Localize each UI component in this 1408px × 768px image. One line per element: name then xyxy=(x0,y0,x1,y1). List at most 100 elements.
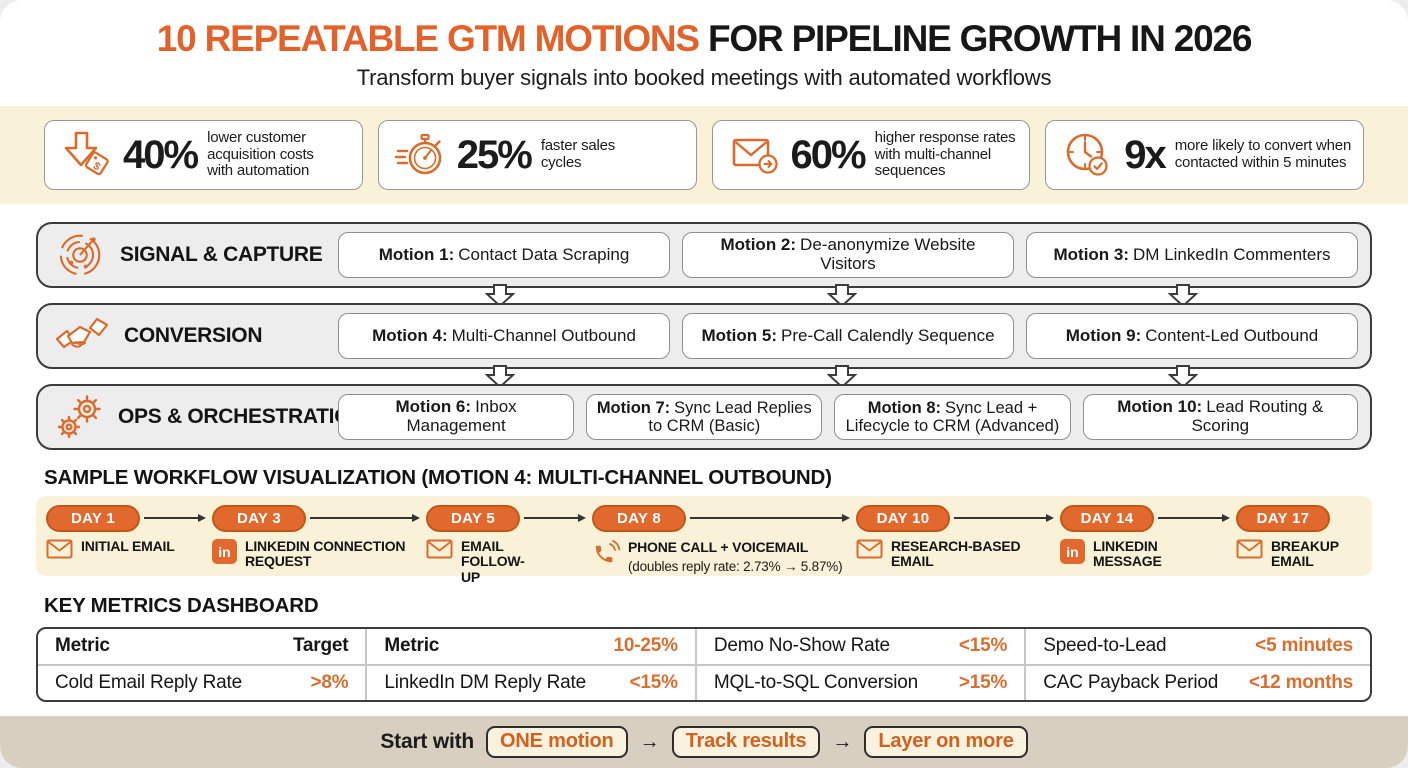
down-arrow-icon xyxy=(485,365,515,388)
metrics-column-1: Metric Target Cold Email Reply Rate >8% xyxy=(38,629,368,700)
stat-label: lower customer acquisition costs with au… xyxy=(207,128,314,180)
step-label: INITIAL EMAIL xyxy=(81,538,175,554)
footer-step-track-results: Track results xyxy=(671,726,821,758)
day-badge: DAY 5 xyxy=(426,505,520,532)
motions-row: Motion 1: Contact Data Scraping Motion 2:… xyxy=(338,232,1370,278)
timeline-step-day3: DAY 3 in LINKEDIN CONNECTION REQUEST xyxy=(212,505,420,570)
category-row-signal-capture: SIGNAL & CAPTURE Motion 1: Contact Data S… xyxy=(36,222,1372,288)
metric-name: LinkedIn DM Reply Rate xyxy=(384,671,586,693)
step-label: RESEARCH-BASED EMAIL xyxy=(891,538,1021,570)
svg-text:in: in xyxy=(218,544,230,560)
motion-4-box: Motion 4: Multi-Channel Outbound xyxy=(338,313,670,359)
motions-row: Motion 6: Inbox Management Motion 7: Sync … xyxy=(338,394,1370,440)
stat-card-sales-cycles: 25% faster sales cycles xyxy=(377,120,697,190)
step-label: EMAIL FOLLOW-UP xyxy=(461,538,525,585)
timeline-arrow-icon xyxy=(1158,514,1230,522)
timeline-arrow-icon xyxy=(144,514,206,522)
motion-prefix: Motion 1: xyxy=(378,244,455,264)
motion-prefix: Motion 4: xyxy=(372,325,448,345)
category-row-conversion: CONVERSION Motion 4: Multi-Channel Outbou… xyxy=(36,303,1372,369)
motion-label: Contact Data Scraping xyxy=(458,244,630,264)
category-row-ops-orchestration: OPS & ORCHESTRATION Motion 6: Inbox Manag… xyxy=(36,384,1372,450)
day-badge: DAY 10 xyxy=(856,505,950,532)
motion-5-box: Motion 5: Pre-Call Calendly Sequence xyxy=(682,313,1014,359)
timeline-arrow-icon xyxy=(524,514,586,522)
email-icon xyxy=(856,539,883,559)
down-arrow-icon xyxy=(827,284,857,307)
step-note: (doubles reply rate: 2.73% → 5.87%) xyxy=(628,559,843,574)
stat-value: 40% xyxy=(123,132,199,177)
metric-value: >15% xyxy=(958,671,1008,693)
metrics-row: CAC Payback Period <12 months xyxy=(1026,666,1370,701)
day-badge: DAY 1 xyxy=(46,505,140,532)
motions-row: Motion 4: Multi-Channel Outbound Motion 5… xyxy=(338,313,1370,359)
page-title-accent: 10 REPEATABLE GTM MOTIONS xyxy=(156,18,700,59)
metrics-row: Speed-to-Lead <5 minutes xyxy=(1026,629,1370,666)
day-badge: DAY 14 xyxy=(1060,505,1154,532)
stat-label: more likely to convert when contacted wi… xyxy=(1174,137,1352,171)
motion-label: Sync Lead Replies to CRM (Basic) xyxy=(648,398,812,435)
metrics-row: Metric 10-25% xyxy=(367,629,695,666)
motion-label: Content-Led Outbound xyxy=(1145,325,1319,345)
motion-prefix: Motion 10: xyxy=(1117,397,1203,417)
metric-value: Target xyxy=(292,635,349,657)
category-label: SIGNAL & CAPTURE xyxy=(120,243,323,266)
metrics-column-4: Speed-to-Lead <5 minutes CAC Payback Per… xyxy=(1026,629,1370,700)
metrics-column-3: Demo No-Show Rate <15% MQL-to-SQL Conver… xyxy=(696,629,1027,701)
timeline-step-day5: DAY 5 EMAIL FOLLOW-UP xyxy=(426,505,543,585)
step-label: PHONE CALL + VOICEMAIL xyxy=(628,539,809,555)
step-label: LINKEDIN CONNECTION REQUEST xyxy=(245,538,406,570)
right-arrow-icon: → xyxy=(639,730,660,753)
timeline-step-day1: DAY 1 INITIAL EMAIL xyxy=(46,505,175,559)
metrics-heading: KEY METRICS DASHBOARD xyxy=(44,594,319,617)
discount-tag-down-icon: $ xyxy=(59,128,113,182)
category-header: SIGNAL & CAPTURE xyxy=(38,230,338,280)
email-icon xyxy=(426,539,453,559)
metrics-column-2: Metric 10-25% LinkedIn DM Reply Rate <15… xyxy=(367,629,697,701)
svg-text:$: $ xyxy=(91,160,103,173)
phone-icon xyxy=(592,539,620,567)
metric-name: Metric xyxy=(55,635,110,657)
motion-1-box: Motion 1: Contact Data Scraping xyxy=(338,232,670,278)
stat-value: 25% xyxy=(456,132,533,177)
step-label: BREAKUP EMAIL xyxy=(1271,538,1339,570)
stat-card-speed-to-lead: 9x more likely to convert when contacted… xyxy=(1045,120,1364,190)
day-badge: DAY 3 xyxy=(212,505,306,532)
stats-band: $ 40% lower customer acquisition costs w… xyxy=(0,106,1408,204)
motion-label: Pre-Call Calendly Sequence xyxy=(780,325,995,345)
step-label: LINKEDIN MESSAGE xyxy=(1093,538,1162,570)
metrics-row: LinkedIn DM Reply Rate <15% xyxy=(367,666,694,701)
category-label: OPS & ORCHESTRATION xyxy=(118,405,366,428)
stat-card-acquisition: $ 40% lower customer acquisition costs w… xyxy=(44,120,363,190)
timeline-arrow-icon xyxy=(954,514,1054,522)
metric-name: Speed-to-Lead xyxy=(1043,635,1167,657)
motion-prefix: Motion 9: xyxy=(1065,325,1142,345)
clock-check-icon xyxy=(1060,128,1114,182)
motion-3-box: Motion 3: DM LinkedIn Commenters xyxy=(1026,232,1358,278)
page-subtitle: Transform buyer signals into booked meet… xyxy=(356,64,1052,90)
timeline-step-day10: DAY 10 RESEARCH-BASED EMAIL xyxy=(856,505,1041,570)
stat-card-response-rates: 60% higher response rates with multi-cha… xyxy=(711,120,1031,190)
handshake-icon xyxy=(54,314,110,358)
metric-name: Cold Email Reply Rate xyxy=(55,671,242,693)
footer-step-one-motion: ONE motion xyxy=(486,726,628,758)
motion-2-box: Motion 2: De-anonymize Website Visitors xyxy=(682,232,1014,278)
motion-prefix: Motion 3: xyxy=(1053,244,1130,264)
motion-prefix: Motion 7: xyxy=(596,398,671,417)
metric-value: 10-25% xyxy=(613,635,678,657)
motion-prefix: Motion 8: xyxy=(867,398,942,417)
down-arrow-icon xyxy=(1168,284,1198,307)
metric-name: CAC Payback Period xyxy=(1043,671,1219,693)
metric-name: Demo No-Show Rate xyxy=(713,635,890,657)
footer-prefix: Start with xyxy=(380,730,475,753)
metrics-row: MQL-to-SQL Conversion >15% xyxy=(697,666,1024,701)
metric-name: MQL-to-SQL Conversion xyxy=(713,671,918,693)
stat-label: higher response rates with multi-channel… xyxy=(874,128,1016,180)
header: 10 REPEATABLE GTM MOTIONS FOR PIPELINE G… xyxy=(0,0,1408,91)
motion-8-box: Motion 8: Sync Lead + Lifecycle to CRM (A… xyxy=(834,394,1071,440)
day-badge: DAY 17 xyxy=(1236,505,1330,532)
motion-label: Inbox Management xyxy=(406,397,517,435)
email-send-icon xyxy=(727,128,781,182)
radar-icon xyxy=(54,230,106,280)
